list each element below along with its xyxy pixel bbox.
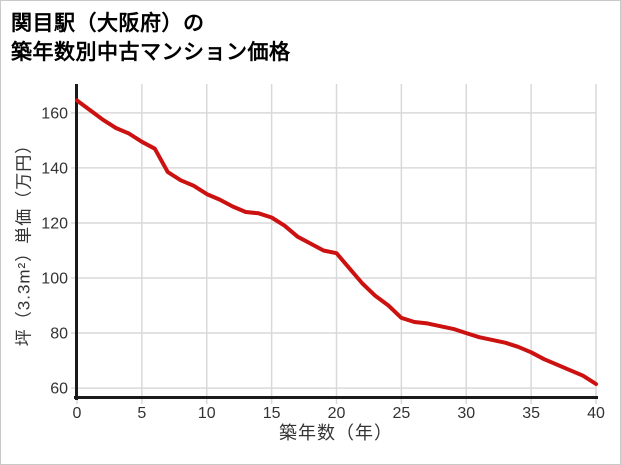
y-tick-label: 80 xyxy=(50,326,68,343)
x-tick-label: 20 xyxy=(328,405,346,422)
x-tick-label: 0 xyxy=(73,405,82,422)
price-line xyxy=(75,98,598,386)
x-tick-label: 30 xyxy=(457,405,475,422)
y-tick-label: 60 xyxy=(50,381,68,398)
x-tick-label: 35 xyxy=(522,405,540,422)
x-tick-label: 40 xyxy=(587,405,605,422)
x-tick-label: 15 xyxy=(263,405,281,422)
y-tick-label: 140 xyxy=(41,160,68,177)
x-tick-label: 25 xyxy=(392,405,410,422)
y-tick-label: 160 xyxy=(41,105,68,122)
chart-title: 関目駅（大阪府）の 築年数別中古マンション価格 xyxy=(11,9,291,67)
x-tick-label: 5 xyxy=(137,405,146,422)
x-axis-title: 築年数（年） xyxy=(279,423,393,443)
y-tick-label: 120 xyxy=(41,215,68,232)
x-tick-label: 10 xyxy=(198,405,216,422)
chart-title-line1: 関目駅（大阪府）の xyxy=(11,12,205,35)
y-tick-label: 100 xyxy=(41,271,68,288)
chart-title-line2: 築年数別中古マンション価格 xyxy=(11,41,291,64)
